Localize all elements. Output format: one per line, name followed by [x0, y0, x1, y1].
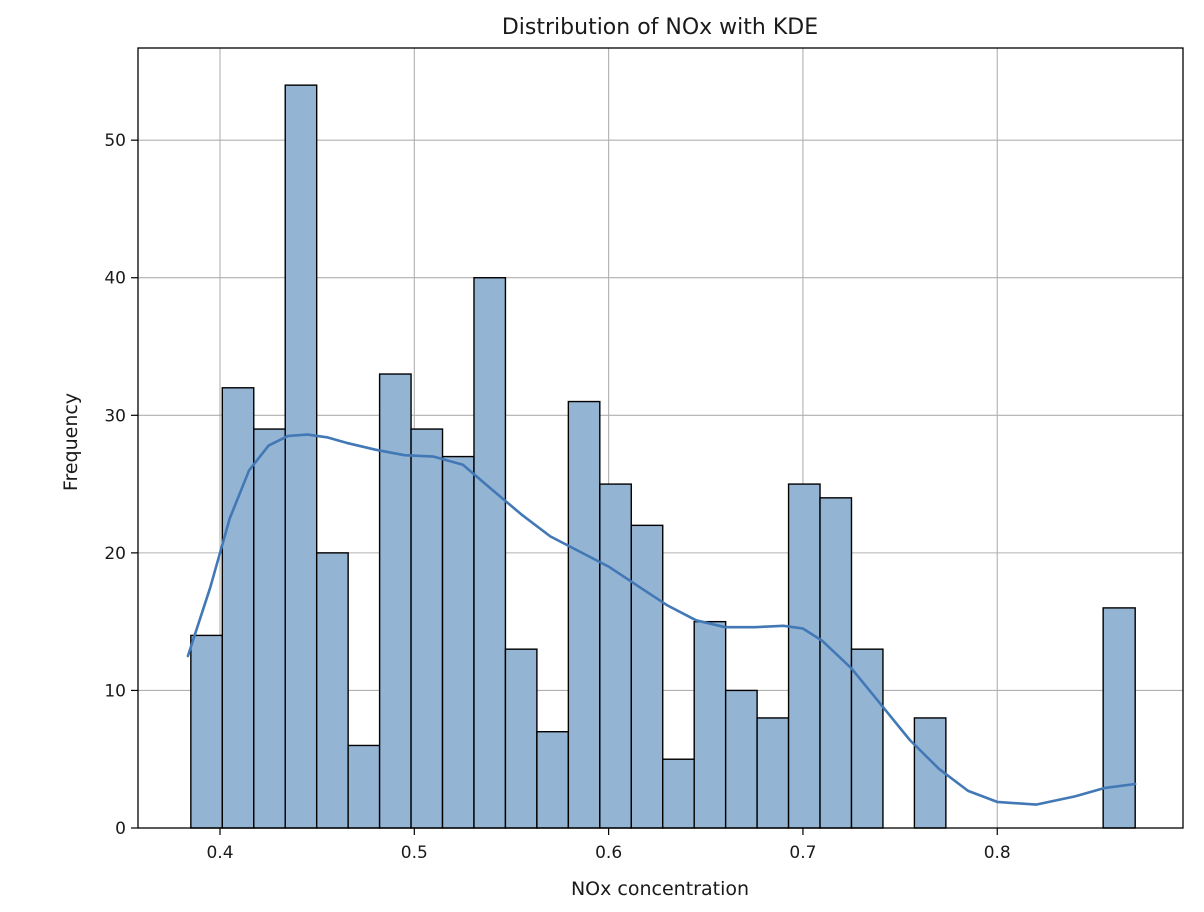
- y-axis-ticks: 0 10 20 30 40 50: [104, 131, 138, 839]
- x-tick-label: 0.5: [401, 843, 428, 863]
- x-axis-ticks: 0.4 0.5 0.6 0.7 0.8: [206, 828, 1011, 863]
- histogram-bar: [284, 84, 318, 829]
- histogram-bar: [787, 483, 821, 829]
- histogram-bar: [662, 758, 695, 829]
- histogram-bar: [473, 277, 507, 829]
- y-tick-label: 50: [104, 131, 126, 151]
- y-axis-label: Frequency: [60, 393, 82, 491]
- y-tick-label: 0: [115, 819, 126, 839]
- x-tick-label: 0.4: [206, 843, 233, 863]
- y-tick-label: 10: [104, 681, 126, 701]
- histogram-bars: [190, 84, 1136, 829]
- histogram-bar: [378, 373, 412, 829]
- histogram-bar: [504, 648, 538, 829]
- histogram-bar: [315, 552, 349, 829]
- histogram-bar: [190, 634, 224, 829]
- histogram-bar: [693, 620, 727, 829]
- histogram-bar: [567, 400, 601, 829]
- histogram-bar: [410, 428, 444, 829]
- x-tick-label: 0.6: [595, 843, 622, 863]
- y-tick-label: 20: [104, 544, 126, 564]
- histogram-bar: [441, 455, 475, 829]
- histogram-bar: [221, 387, 255, 829]
- histogram-bar: [756, 717, 790, 829]
- histogram-bar: [724, 689, 758, 829]
- histogram-bar: [347, 744, 381, 829]
- histogram-bar: [630, 524, 664, 829]
- x-tick-label: 0.7: [789, 843, 816, 863]
- x-tick-label: 0.8: [984, 843, 1011, 863]
- histogram-bar: [253, 428, 286, 829]
- histogram-bar: [913, 717, 947, 829]
- x-axis-label: NOx concentration: [571, 878, 749, 900]
- histogram-bar: [599, 483, 632, 829]
- kde-curve: [186, 433, 1137, 806]
- y-tick-label: 30: [104, 406, 126, 426]
- plot-frame: [137, 47, 1184, 829]
- chart-title: Distribution of NOx with KDE: [502, 15, 818, 40]
- y-tick-label: 40: [104, 269, 126, 289]
- histogram-bar: [536, 731, 570, 829]
- histogram-bar: [850, 648, 884, 829]
- histogram-bar: [1102, 607, 1136, 829]
